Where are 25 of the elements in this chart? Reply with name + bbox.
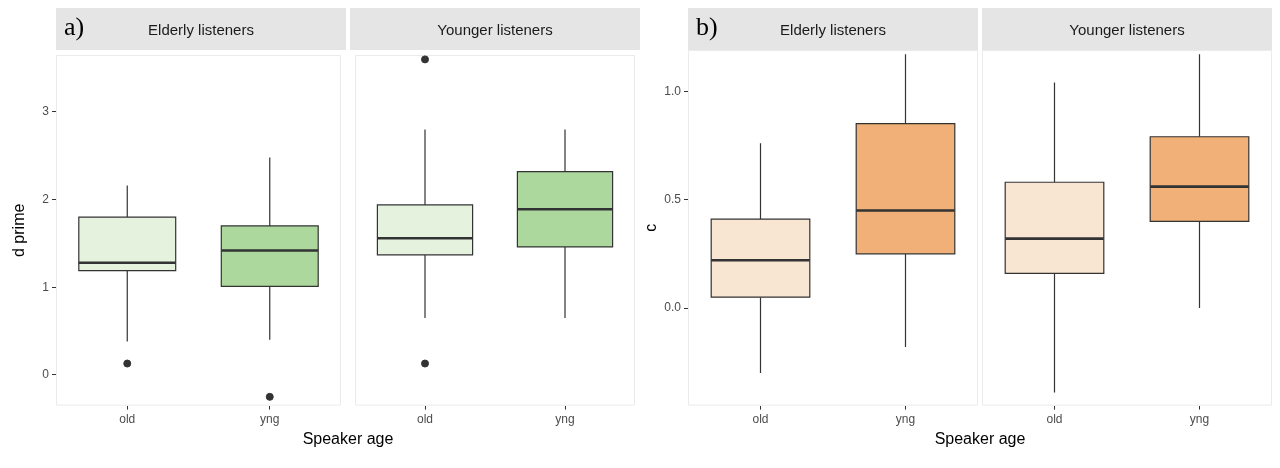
x-axis-title: Speaker age xyxy=(301,430,395,448)
y-axis-title: d prime xyxy=(10,203,28,257)
x-tick-label: yng xyxy=(1189,412,1210,427)
y-tick-label: 0 xyxy=(42,367,50,382)
x-tick-label: old xyxy=(1046,412,1063,427)
x-tick-label: old xyxy=(752,412,769,427)
x-tick-label: yng xyxy=(260,412,280,427)
chart-title: Younger listeners xyxy=(1069,20,1185,38)
chart-title: Elderly listeners xyxy=(780,20,886,38)
x-axis-title: Speaker age xyxy=(933,430,1027,448)
x-tick-label: old xyxy=(416,412,434,427)
y-tick-label: 2 xyxy=(42,191,50,206)
y-tick-label: 1 xyxy=(42,279,50,294)
y-tick-label: 3 xyxy=(42,104,50,119)
x-tick-label: yng xyxy=(895,412,916,427)
x-tick-label: old xyxy=(119,412,136,427)
chart-title: Elderly listeners xyxy=(148,20,254,38)
text: a) xyxy=(64,12,85,42)
y-tick-label: 0.0 xyxy=(664,300,682,315)
x-tick-label: yng xyxy=(555,412,575,427)
y-axis-title: c xyxy=(642,223,660,232)
y-tick-label: 1.0 xyxy=(664,83,682,98)
y-tick-label: 0.5 xyxy=(664,191,682,206)
text: b) xyxy=(696,12,718,42)
chart-title: Younger listeners xyxy=(437,20,553,38)
